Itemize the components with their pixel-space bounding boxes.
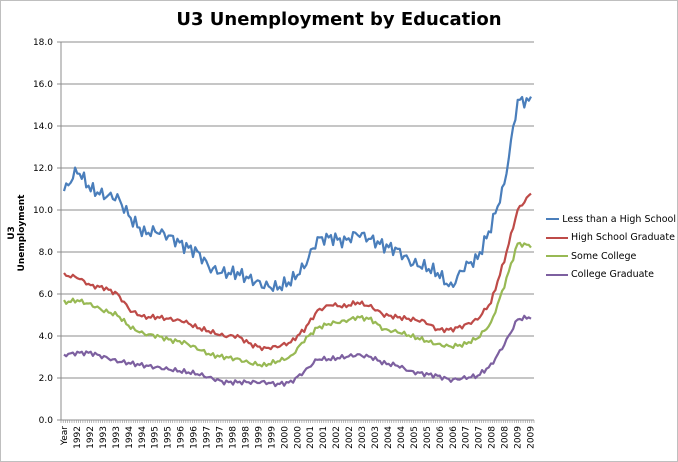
x-tick-label: 2006 [436,426,446,449]
x-tick-label: 2004 [397,426,407,449]
x-tick-label: 2003 [358,426,368,449]
x-tick-label: 2007 [462,426,472,449]
x-tick-label: 1992 [73,426,83,449]
x-tick-label: 2001 [319,426,329,449]
x-tick-label: 1992 [86,426,96,449]
x-tick-label: 1997 [203,426,213,449]
x-tick-label: 1995 [164,426,174,449]
y-tick-label: 2.0 [39,374,54,384]
x-tick-label: 1997 [216,426,226,449]
series-line-some-college [63,241,532,368]
legend-label: College Graduate [571,269,654,281]
chart-title: U3 Unemployment by Education [176,9,502,30]
y-tick-label: 10.0 [33,206,53,216]
x-tick-label: 1995 [151,426,161,449]
x-tick-label: 2004 [384,426,394,449]
y-tick-label: 14.0 [33,122,53,132]
x-tick-label: 2007 [475,426,485,449]
series-line-high-school-graduate [63,192,532,352]
y-tick-label: 18.0 [33,38,53,48]
x-tick-label: 1998 [228,426,238,449]
series-line-less-than-a-high-school [62,95,532,292]
legend-label: High School Graduate [571,232,675,244]
x-tick-label: 2006 [449,426,459,449]
x-tick-label: 1999 [267,426,277,449]
legend-label: Less than a High School [562,213,676,225]
legend-swatch-icon [546,218,560,221]
legend-item: College Graduate [546,266,676,285]
y-tick-label: 6.0 [39,290,54,300]
legend: Less than a High School High School Gradu… [546,210,676,284]
x-tick-label: 2008 [488,426,498,449]
x-tick-label: 2009 [527,426,537,449]
x-tick-label: 1993 [112,426,122,449]
legend-item: Less than a High School [546,210,676,229]
x-tick-label: 1994 [138,426,148,449]
x-tick-label: 2000 [280,426,290,449]
y-tick-label: 0.0 [39,416,54,426]
legend-item: High School Graduate [546,229,676,248]
x-tick-label: 2002 [345,426,355,449]
x-tick-label: 2009 [514,426,524,449]
x-tick-label: 1999 [254,426,264,449]
y-tick-label: 4.0 [39,332,54,342]
legend-swatch-icon [546,236,568,239]
legend-item: Some College [546,247,676,266]
x-tick-label: 1996 [190,426,200,449]
y-tick-label: 12.0 [33,164,53,174]
x-tick-label: 1996 [177,426,187,449]
series-line-college-graduate [63,314,532,388]
x-tick-label: 2003 [371,426,381,449]
legend-swatch-icon [546,255,568,258]
y-tick-label: 8.0 [39,248,54,258]
x-tick-label: Year [60,426,70,446]
x-tick-label: 2001 [306,426,316,449]
x-tick-label: 2002 [332,426,342,449]
y-tick-label: 16.0 [33,80,53,90]
legend-swatch-icon [546,273,568,276]
x-tick-label: 2005 [423,426,433,449]
x-tick-label: 2000 [293,426,303,449]
x-tick-label: 1998 [241,426,251,449]
x-tick-label: 1994 [125,426,135,449]
x-tick-label: 1993 [99,426,109,449]
x-tick-label: 2008 [501,426,511,449]
legend-label: Some College [571,250,637,262]
x-tick-label: 2005 [410,426,420,449]
